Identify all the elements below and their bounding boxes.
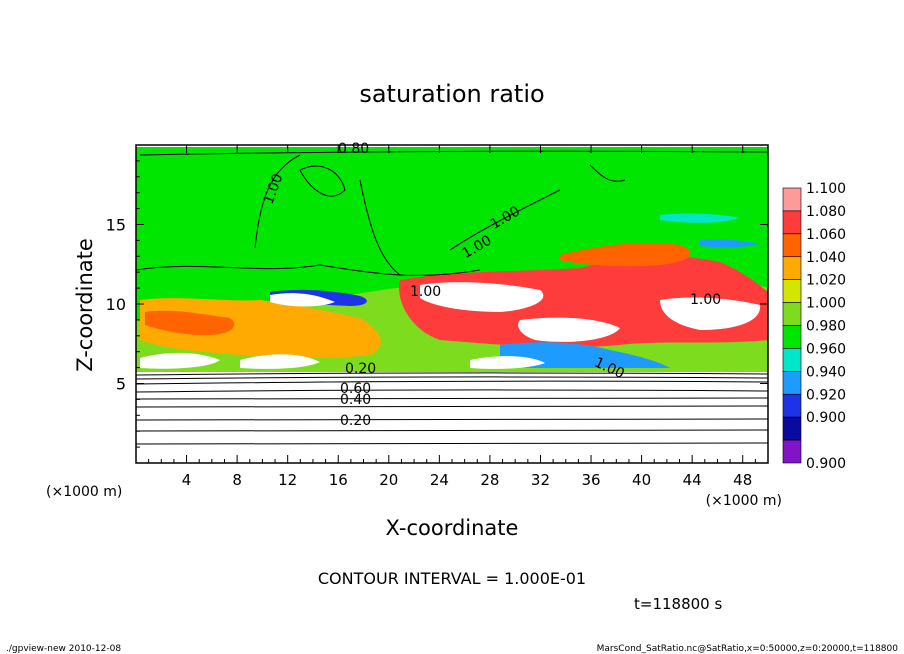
- y-axis-title: Z-coordinate: [73, 238, 97, 372]
- contour-label: 0.80: [338, 141, 369, 157]
- field-band-red-right: [399, 255, 768, 348]
- colorbar-label: 1.020: [806, 273, 846, 289]
- field-white-patch-f: [240, 354, 320, 369]
- y-tick-label: 5: [116, 375, 126, 394]
- x-tick-label: 32: [531, 471, 550, 489]
- colorbar-label: 0.900: [806, 456, 846, 472]
- y-tick-label: 15: [106, 216, 126, 235]
- x-tick-label: 4: [182, 471, 192, 489]
- y-axis: 5 10 15: [106, 160, 768, 448]
- colorbar-label: 1.060: [806, 227, 846, 243]
- colorbar-label: 0.900: [806, 410, 846, 426]
- x-tick-label: 40: [632, 471, 651, 489]
- contour-label: 1.00: [690, 292, 721, 308]
- x-tick-label: 48: [733, 471, 752, 489]
- x-tick-label: 24: [430, 471, 449, 489]
- x-axis: 4 8 12 16 20 24 28 32 36 40 44 48: [148, 145, 756, 489]
- colorbar-label: 0.960: [806, 341, 846, 357]
- colorbar-label: 0.920: [806, 387, 846, 403]
- contour-interval-note: CONTOUR INTERVAL = 1.000E-01: [318, 569, 586, 588]
- field-white-patch-b: [518, 317, 620, 342]
- x-unit-label: (×1000 m): [706, 493, 782, 509]
- x-axis-title: X-coordinate: [386, 516, 519, 540]
- contour-label: 0.60: [340, 381, 371, 397]
- y-unit-label: (×1000 m): [46, 484, 122, 500]
- contour-label: 0.20: [345, 361, 376, 377]
- field-band-cyan-right: [500, 342, 670, 368]
- field-band-orange-left: [140, 298, 381, 359]
- colorbar-swatch: [782, 233, 802, 258]
- colorbar-swatch: [782, 325, 802, 349]
- footer-right: MarsCond_SatRatio.nc@SatRatio,x=0:50000,…: [597, 644, 899, 654]
- x-tick-label: 16: [329, 471, 348, 489]
- field-cyan-streak-2: [700, 239, 760, 248]
- colorbar-swatch: [782, 439, 802, 464]
- colorbar-swatch: [782, 302, 802, 326]
- x-tick-label: 12: [278, 471, 297, 489]
- field-white-patch-e: [140, 352, 220, 369]
- contour-label: 0.20: [340, 413, 371, 429]
- colorbar-swatch: [782, 210, 802, 235]
- field-white-patch-d: [270, 293, 335, 307]
- time-label: t=118800 s: [634, 595, 722, 613]
- field-band-red-left: [145, 310, 235, 336]
- field-white-patch-c: [660, 297, 761, 330]
- colorbar-swatch: [782, 348, 802, 372]
- colorbar: 1.100 1.080 1.060 1.040 1.020 1.000 0.980 0.960…: [782, 181, 846, 472]
- colorbar-swatch: [782, 256, 802, 280]
- colorbar-label: 1.080: [806, 204, 846, 220]
- colorbar-swatch: [782, 187, 802, 212]
- colorbar-swatch: [782, 279, 802, 303]
- colorbar-label: 0.980: [806, 319, 846, 335]
- colorbar-swatch: [782, 393, 802, 418]
- field-red-streak-upper: [560, 243, 691, 267]
- x-tick-label: 28: [480, 471, 499, 489]
- heatmap-field: [136, 147, 768, 445]
- chart-title: saturation ratio: [359, 80, 544, 108]
- colorbar-label: 1.000: [806, 296, 846, 312]
- colorbar-swatch: [782, 416, 802, 441]
- field-cyan-streak-1: [660, 213, 740, 223]
- colorbar-label: 0.940: [806, 364, 846, 380]
- footer-left: ./gpview-new 2010-12-08: [6, 644, 121, 654]
- colorbar-label: 1.040: [806, 250, 846, 266]
- x-tick-label: 8: [232, 471, 242, 489]
- field-white-patch-g: [470, 356, 545, 369]
- contour-label: 0.40: [340, 392, 371, 408]
- x-tick-label: 44: [683, 471, 702, 489]
- colorbar-swatch: [782, 371, 802, 395]
- field-white-patch-a: [420, 282, 544, 312]
- x-tick-label: 20: [379, 471, 398, 489]
- plot-area: 0.80 1.00 1.00 1.00 1.00 1.00 1.00 0.20 …: [135, 141, 769, 464]
- colorbar-label: 1.100: [806, 181, 846, 197]
- x-tick-label: 36: [581, 471, 600, 489]
- y-tick-label: 10: [106, 295, 126, 314]
- contour-label: 1.00: [410, 284, 441, 300]
